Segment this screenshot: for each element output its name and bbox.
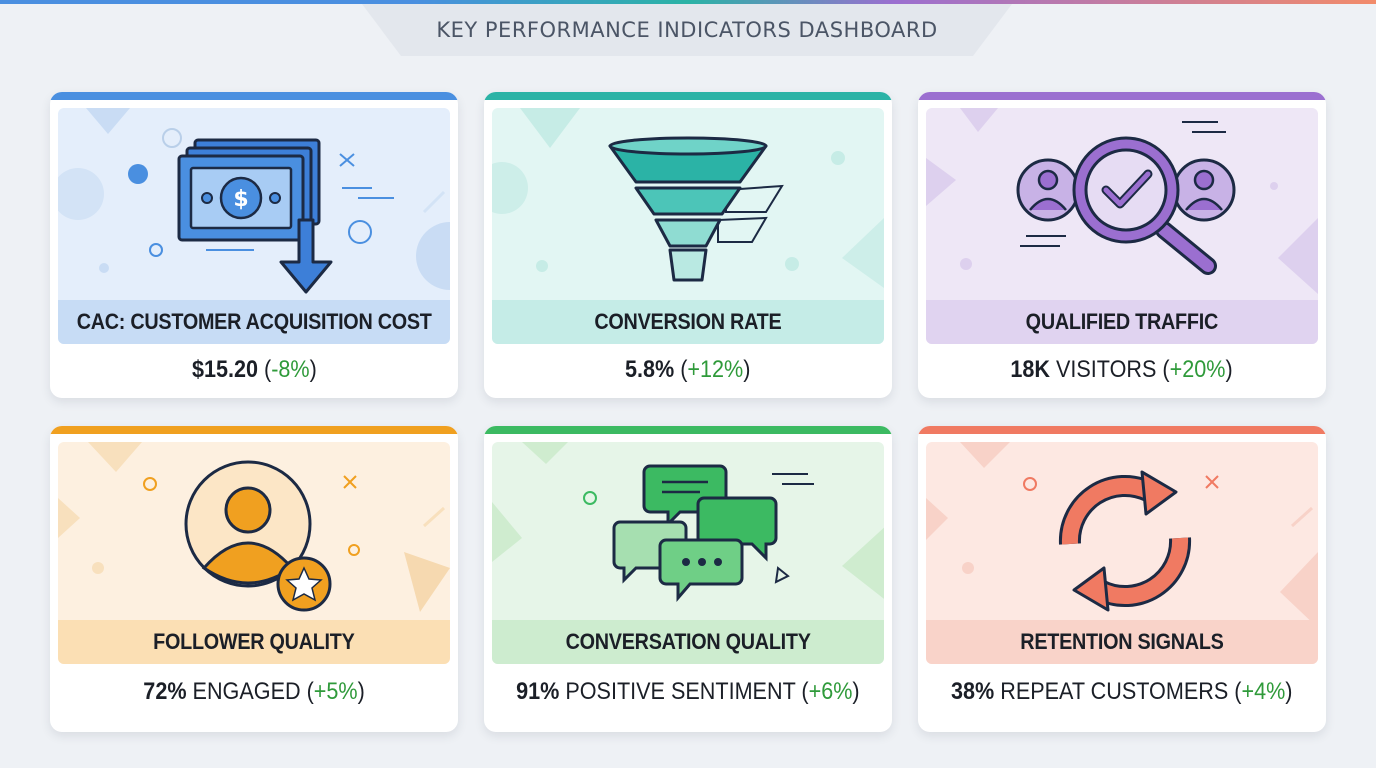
card-illustration-panel: RETENTION SIGNALS — [926, 442, 1318, 664]
refresh-arrows-icon — [1058, 470, 1192, 612]
card-label-band: CONVERSATION QUALITY — [492, 620, 884, 664]
kpi-unit: VISITORS — [1056, 356, 1157, 383]
decorative-shapes — [492, 108, 884, 288]
user-star-icon — [184, 460, 332, 612]
kpi-change: -8% — [270, 356, 310, 383]
dashboard-title-tab: KEY PERFORMANCE INDICATORS DASHBOARD — [362, 4, 1012, 56]
card-accent-bar — [50, 92, 458, 100]
top-color-stripe — [0, 0, 1376, 4]
decorative-shapes — [926, 108, 1318, 294]
decorative-shapes — [926, 442, 1318, 628]
chat-bubbles-icon — [612, 464, 778, 603]
kpi-number: $15.20 — [191, 356, 258, 383]
kpi-change: +20% — [1170, 356, 1226, 383]
kpi-change: +6% — [808, 678, 853, 705]
card-illustration-panel: FOLLOWER QUALITY — [58, 442, 450, 664]
card-label-band: QUALIFIED TRAFFIC — [926, 300, 1318, 344]
kpi-number: 5.8% — [625, 356, 675, 383]
kpi-change: +5% — [313, 678, 358, 705]
kpi-label: FOLLOWER QUALITY — [153, 629, 355, 654]
card-illustration-panel: CONVERSION RATE — [492, 108, 884, 344]
card-accent-bar — [50, 426, 458, 434]
kpi-label: CAC: CUSTOMER ACQUISITION COST — [76, 309, 432, 334]
decorative-shapes — [58, 442, 450, 612]
page-title: KEY PERFORMANCE INDICATORS DASHBOARD — [436, 18, 938, 42]
card-illustration-panel: QUALIFIED TRAFFIC — [926, 108, 1318, 344]
kpi-change: +12% — [687, 356, 744, 383]
card-accent-bar — [918, 92, 1326, 100]
kpi-value: $15.20 (-8%) — [191, 356, 317, 383]
card-illustration-panel: CONVERSATION QUALITY — [492, 442, 884, 664]
kpi-label: CONVERSATION QUALITY — [565, 629, 811, 654]
kpi-number: 18K — [1010, 356, 1051, 383]
card-illustration-panel: $ CAC: CUSTOMER ACQUISITION COST — [58, 108, 450, 344]
kpi-label: QUALIFIED TRAFFIC — [1025, 309, 1219, 334]
decorative-shapes — [58, 108, 450, 290]
card-label-band: RETENTION SIGNALS — [926, 620, 1318, 664]
kpi-card-qualified-traffic: QUALIFIED TRAFFIC 18K VISITORS (+20%) — [918, 92, 1326, 398]
kpi-value: 91% POSITIVE SENTIMENT (+6%) — [516, 678, 860, 705]
kpi-number: 91% — [516, 678, 560, 705]
kpi-card-conversion-rate: CONVERSION RATE 5.8% (+12%) — [484, 92, 892, 398]
card-label-band: FOLLOWER QUALITY — [58, 620, 450, 664]
kpi-change: +4% — [1241, 678, 1286, 705]
kpi-number: 38% — [951, 678, 995, 705]
kpi-number: 72% — [143, 678, 187, 705]
kpi-value: 72% ENGAGED (+5%) — [143, 678, 365, 705]
kpi-card-retention-signals: RETENTION SIGNALS 38% REPEAT CUSTOMERS (… — [918, 426, 1326, 732]
money-down-icon: $ — [177, 138, 333, 294]
card-label-band: CAC: CUSTOMER ACQUISITION COST — [58, 300, 450, 344]
kpi-value: 5.8% (+12%) — [625, 356, 751, 383]
kpi-unit: REPEAT CUSTOMERS — [1000, 678, 1229, 705]
funnel-icon — [608, 136, 784, 282]
kpi-unit: POSITIVE SENTIMENT — [565, 678, 796, 705]
card-label-band: CONVERSION RATE — [492, 300, 884, 344]
svg-text:$: $ — [233, 187, 248, 212]
kpi-card-follower-quality: FOLLOWER QUALITY 72% ENGAGED (+5%) — [50, 426, 458, 732]
card-accent-bar — [918, 426, 1326, 434]
kpi-value: 18K VISITORS (+20%) — [1010, 356, 1234, 383]
decorative-shapes — [492, 442, 884, 599]
kpi-label: RETENTION SIGNALS — [1020, 629, 1224, 654]
magnifier-check-users-icon — [1016, 136, 1236, 275]
kpi-value: 38% REPEAT CUSTOMERS (+4%) — [951, 678, 1293, 705]
card-accent-bar — [484, 426, 892, 434]
kpi-label: CONVERSION RATE — [594, 309, 782, 334]
kpi-card-conversation-quality: CONVERSATION QUALITY 91% POSITIVE SENTIM… — [484, 426, 892, 732]
card-accent-bar — [484, 92, 892, 100]
kpi-unit: ENGAGED — [192, 678, 301, 705]
kpi-card-cac: $ CAC: CUSTOMER ACQUISITION COST $15.20 … — [50, 92, 458, 398]
